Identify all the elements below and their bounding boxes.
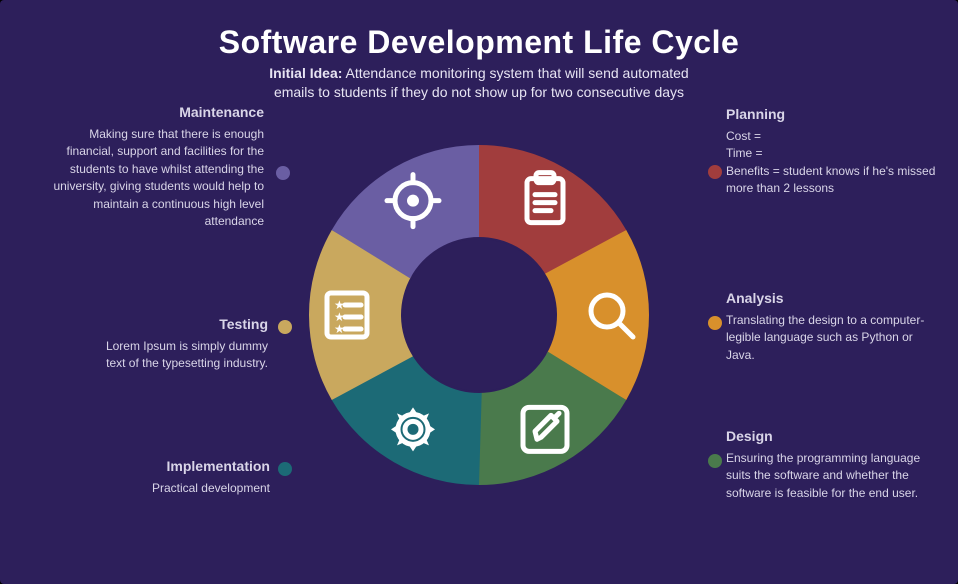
body-analysis: Translating the design to a computer-leg… (726, 312, 936, 364)
heading-testing: Testing (88, 316, 268, 332)
heading-maintenance: Maintenance (44, 104, 264, 120)
heading-analysis: Analysis (726, 290, 936, 306)
block-analysis: Analysis Translating the design to a com… (726, 290, 936, 364)
dot-testing (278, 320, 292, 334)
body-testing: Lorem Ipsum is simply dummy text of the … (88, 338, 268, 373)
dot-maintenance (276, 166, 290, 180)
initial-idea-label: Initial Idea: (269, 65, 342, 81)
initial-idea: Initial Idea: Attendance monitoring syst… (259, 64, 699, 102)
planning-line-2: Time = (726, 145, 936, 162)
ring-hole (403, 239, 555, 391)
block-design: Design Ensuring the programming language… (726, 428, 948, 502)
planning-line-1: Cost = (726, 128, 936, 145)
sdlc-ring: ★★★ (307, 143, 651, 487)
dot-analysis (708, 316, 722, 330)
block-testing: Testing Lorem Ipsum is simply dummy text… (88, 316, 268, 373)
body-maintenance: Making sure that there is enough financi… (44, 126, 264, 230)
body-design: Ensuring the programming language suits … (726, 450, 948, 502)
body-implementation: Practical development (80, 480, 270, 497)
dot-planning (708, 165, 722, 179)
heading-design: Design (726, 428, 948, 444)
block-planning: Planning Cost = Time = Benefits = studen… (726, 106, 936, 198)
heading-planning: Planning (726, 106, 936, 122)
heading-implementation: Implementation (80, 458, 270, 474)
dot-implementation (278, 462, 292, 476)
block-implementation: Implementation Practical development (80, 458, 270, 497)
block-maintenance: Maintenance Making sure that there is en… (44, 104, 264, 230)
planning-line-3: Benefits = student knows if he's missed … (726, 163, 936, 198)
dot-design (708, 454, 722, 468)
page-title: Software Development Life Cycle (0, 24, 958, 61)
infographic-stage: Software Development Life Cycle Initial … (0, 0, 958, 584)
